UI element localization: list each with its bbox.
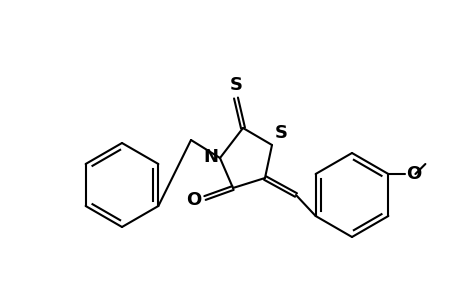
Text: S: S [274,124,287,142]
Text: O: O [405,165,421,183]
Text: S: S [229,76,242,94]
Text: N: N [202,148,218,166]
Text: O: O [185,191,201,209]
